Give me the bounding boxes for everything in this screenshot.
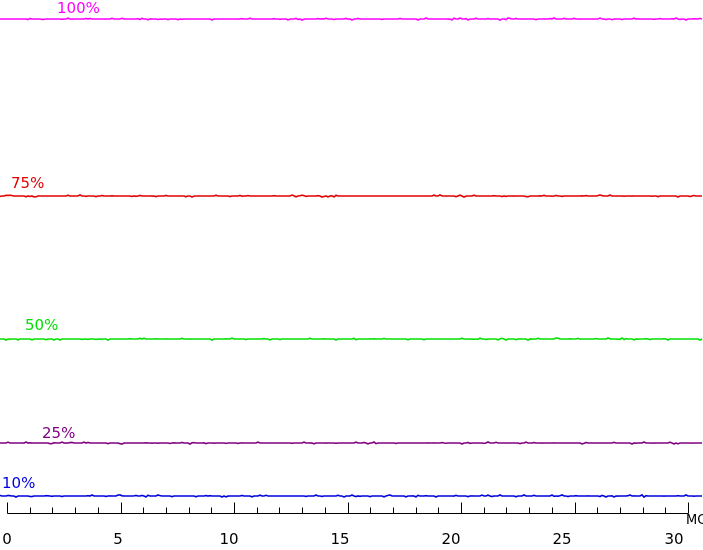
- series-line-50pct: [0, 337, 703, 342]
- series-label-100pct: 100%: [57, 0, 100, 17]
- x-axis-tick-label: 25: [552, 530, 572, 548]
- series-line-10pct: [0, 493, 702, 499]
- series-label-25pct: 25%: [42, 424, 76, 442]
- series-line-25pct: [0, 441, 702, 446]
- series-line-75pct: [0, 194, 702, 199]
- x-axis-tick-label: 15: [330, 530, 350, 548]
- series-label-50pct: 50%: [25, 316, 59, 334]
- x-axis-tick-label: 30: [664, 530, 684, 548]
- x-axis-tick-label: 5: [113, 530, 123, 548]
- x-axis-tick-label: 10: [219, 530, 239, 548]
- x-axis-tick-label: 20: [441, 530, 461, 548]
- x-axis-title: MC: [686, 513, 703, 528]
- x-axis-tick-label: 0: [2, 530, 12, 548]
- series-label-75pct: 75%: [11, 174, 45, 192]
- series-line-100pct: [0, 17, 703, 21]
- series-label-10pct: 10%: [2, 474, 36, 492]
